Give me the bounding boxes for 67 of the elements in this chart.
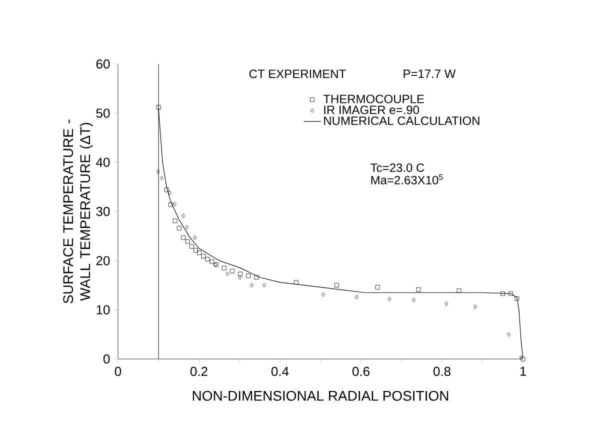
point: [160, 176, 164, 180]
point: [238, 275, 242, 280]
annotation: CT EXPERIMENT: [249, 70, 346, 78]
legend-label: IR IMAGER e=.90: [324, 106, 420, 114]
point: [520, 356, 526, 362]
point: [375, 285, 380, 290]
point: [185, 239, 190, 244]
point: [193, 235, 197, 240]
annotation: P=17.7 W: [404, 70, 456, 78]
point: [334, 283, 339, 288]
point: [507, 332, 511, 337]
point: [190, 244, 194, 249]
point: [388, 296, 392, 302]
point: [519, 355, 523, 360]
point: [412, 298, 416, 302]
point: [156, 169, 160, 174]
point: [250, 283, 254, 288]
x-tick-label: 0.4: [271, 366, 289, 376]
x-tick-label: 0.8: [433, 366, 450, 376]
point: [508, 291, 514, 296]
point: [201, 254, 206, 258]
x-tick-label: 0: [114, 366, 122, 376]
point: [164, 188, 169, 192]
point: [474, 304, 477, 310]
point: [262, 283, 266, 288]
point: [172, 218, 178, 224]
point: [210, 259, 214, 264]
y-tick-label: 60: [96, 59, 110, 69]
point: [182, 214, 185, 218]
y-axis-title: SURFACE TEMPERATURE - WALL TEMPERATURE (ΔT): [63, 120, 93, 304]
point: [322, 292, 326, 297]
y-tick-label: 40: [96, 158, 110, 167]
point: [514, 296, 520, 301]
point: [246, 274, 251, 278]
point: [456, 288, 462, 293]
y-tick-label: 0: [103, 354, 110, 364]
point: [173, 202, 176, 206]
point: [226, 272, 230, 276]
point: [205, 256, 210, 262]
point: [181, 235, 186, 240]
point: [294, 280, 298, 284]
legend-label: NUMERICAL CALCULATION: [324, 116, 480, 126]
x-tick-label: 0.6: [352, 366, 370, 376]
x-tick-label: 0.2: [190, 366, 208, 376]
x-tick-label: 1: [520, 366, 526, 376]
point: [500, 291, 505, 296]
annotation: Ma=2.63X10$^{5}$: [371, 174, 443, 184]
point: [197, 250, 202, 256]
point: [416, 287, 421, 292]
point: [222, 266, 226, 270]
x-axis-title: NON-DIMENSIONAL RADIAL POSITION: [192, 390, 448, 401]
point: [168, 190, 172, 196]
point: [238, 272, 243, 276]
y-tick-label: 20: [96, 256, 110, 266]
y-tick-label: 30: [96, 206, 110, 216]
point: [168, 202, 173, 207]
point: [444, 302, 448, 306]
annotation: Tc=23.0 C: [370, 163, 424, 172]
point: [176, 226, 182, 230]
point: [354, 294, 358, 300]
point: [185, 225, 189, 230]
point: [194, 248, 198, 253]
point: [230, 268, 234, 274]
legend-label: THERMOCOUPLE: [323, 94, 424, 104]
y-tick-label: 10: [96, 305, 110, 314]
y-tick-label: 50: [96, 108, 110, 118]
point: [254, 275, 259, 280]
